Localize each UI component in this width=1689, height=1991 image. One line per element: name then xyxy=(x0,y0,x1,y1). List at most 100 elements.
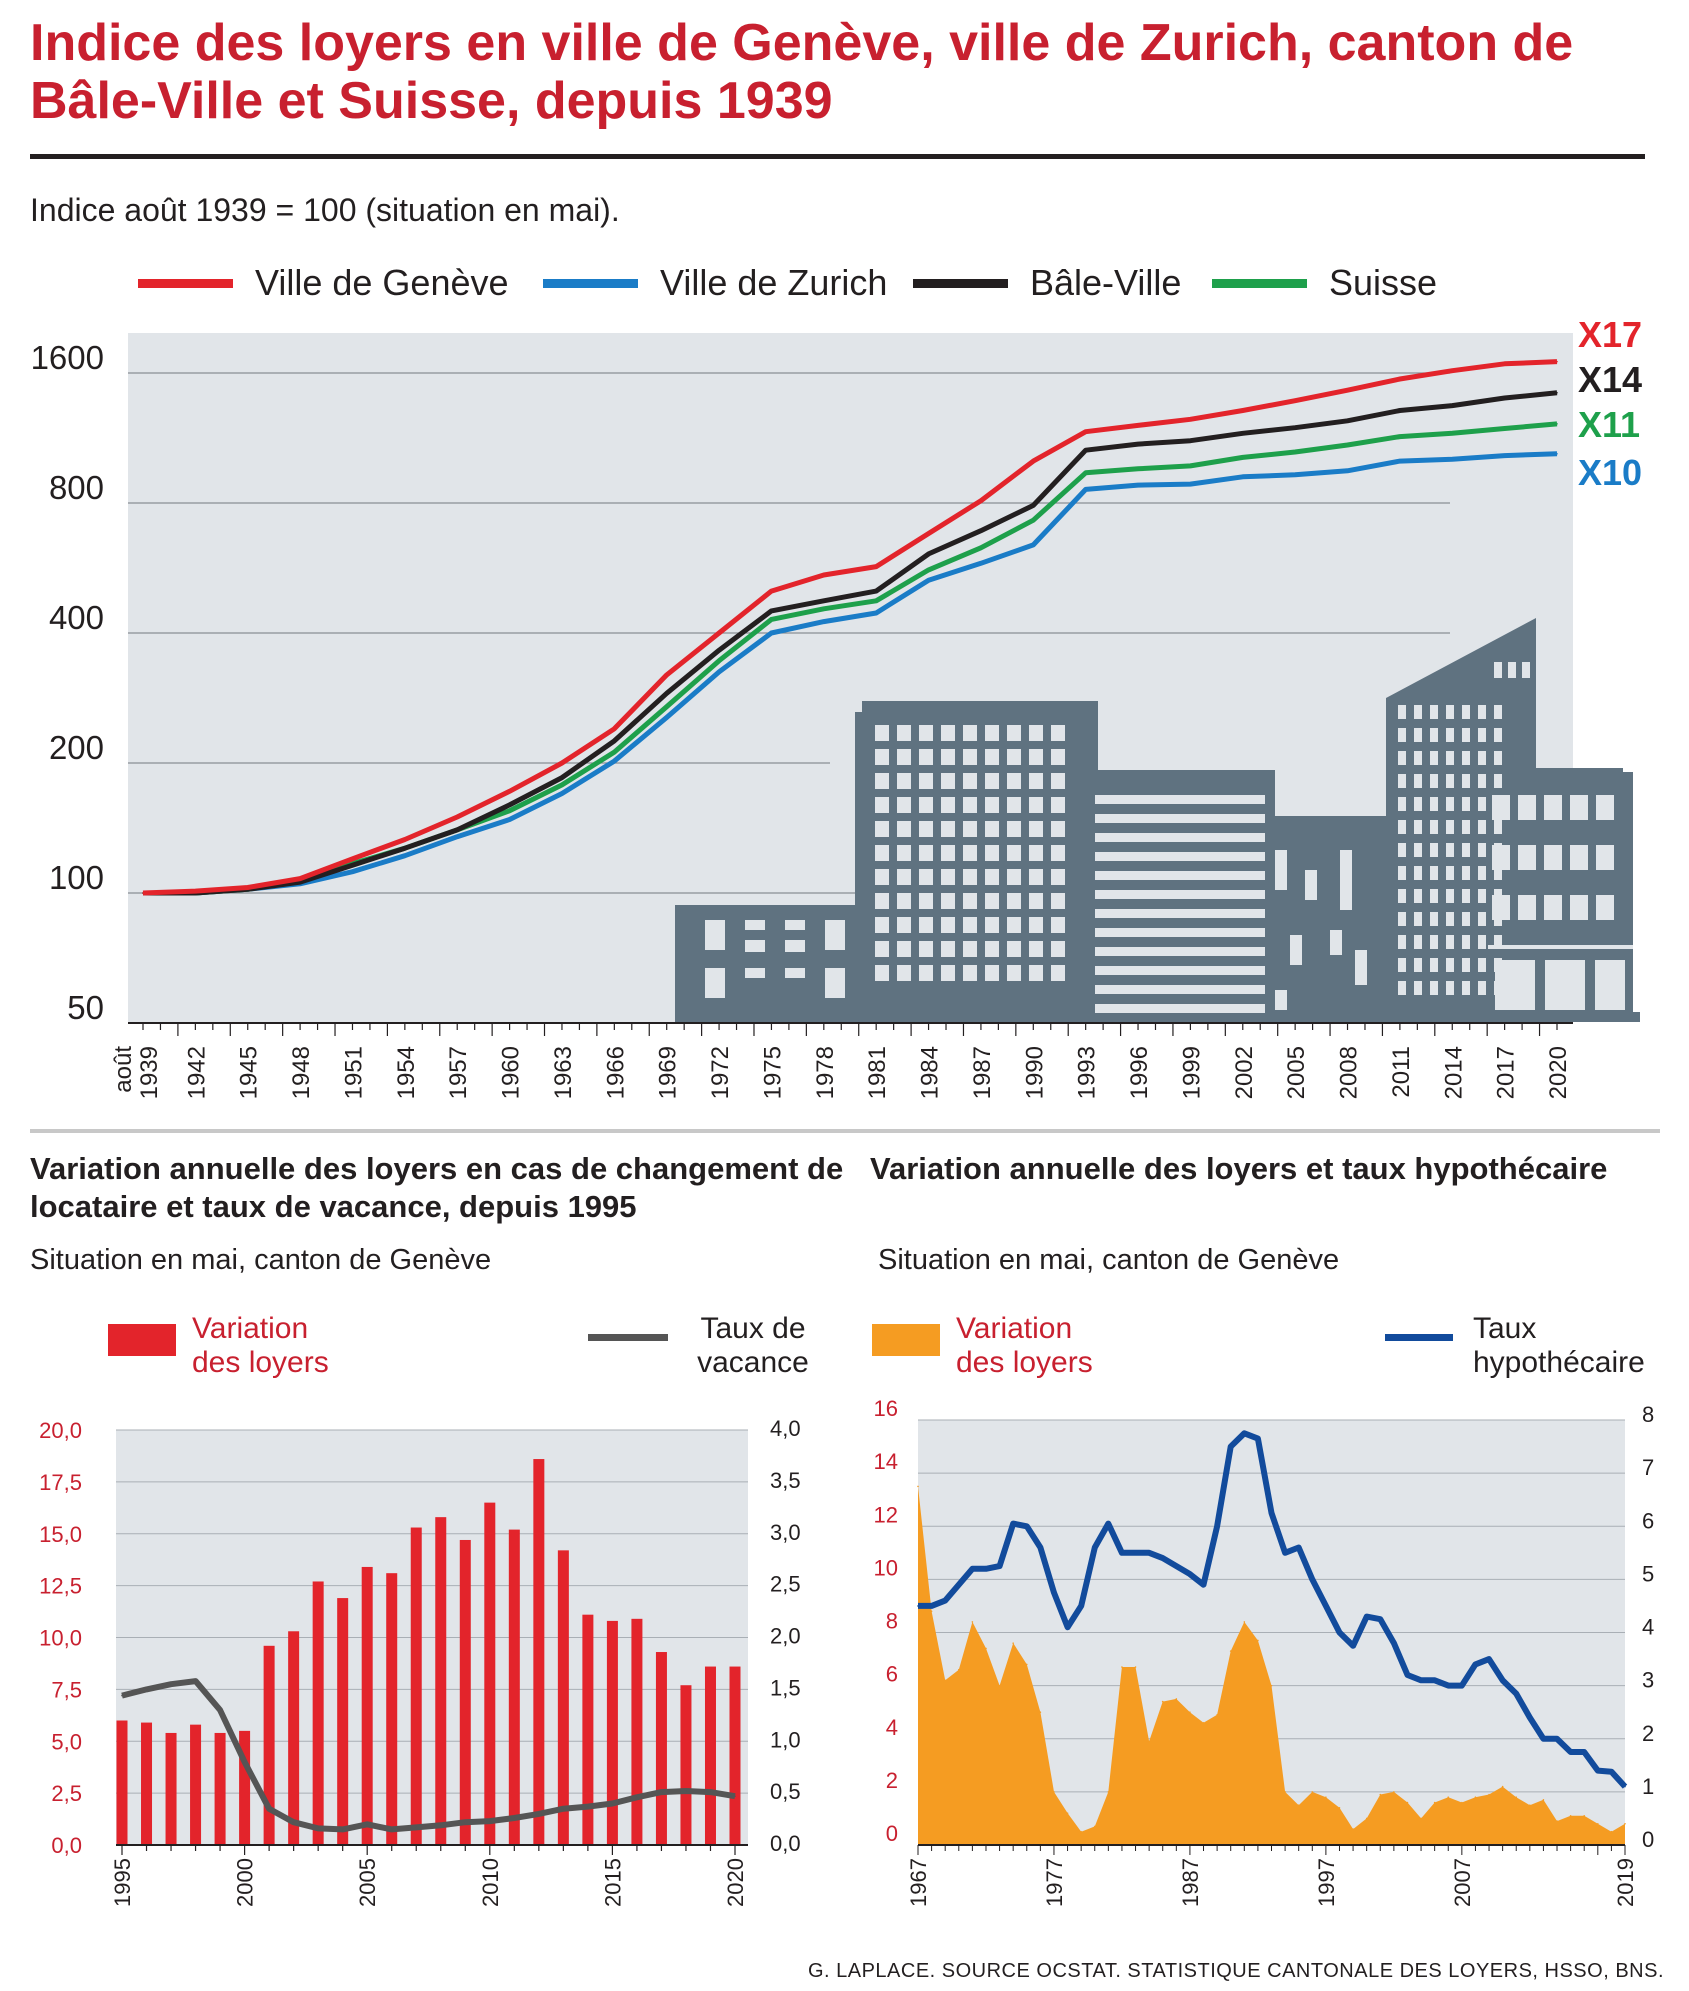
x-tick-label: 1981 xyxy=(864,1046,891,1099)
y-tick-label-right: 2,0 xyxy=(770,1624,801,1649)
data-point xyxy=(1542,1737,1545,1740)
x-tick-label: 2005 xyxy=(355,1858,380,1907)
x-tick-label: 1969 xyxy=(655,1046,682,1099)
data-point xyxy=(1379,1793,1382,1796)
data-point xyxy=(1610,1770,1613,1773)
data-point xyxy=(439,1824,442,1827)
data-point xyxy=(1393,1791,1395,1793)
data-point xyxy=(1189,418,1192,421)
bar xyxy=(459,1539,471,1845)
data-point xyxy=(1433,1801,1436,1804)
data-point xyxy=(917,1605,919,1607)
data-point xyxy=(917,1485,919,1488)
data-point xyxy=(561,784,563,786)
data-point xyxy=(351,870,354,873)
data-point xyxy=(415,1826,418,1829)
data-point xyxy=(194,1680,197,1682)
data-point xyxy=(1346,420,1349,422)
x-tick-label: 1978 xyxy=(812,1046,839,1099)
legend-swatch-bale xyxy=(913,278,1008,288)
data-point xyxy=(1294,451,1296,453)
data-point xyxy=(980,547,982,549)
legend-swatch-bars xyxy=(108,1324,176,1356)
data-point xyxy=(1084,430,1087,433)
data-point xyxy=(1624,1822,1626,1825)
data-point xyxy=(1066,1626,1069,1628)
y-tick-label: 100 xyxy=(49,859,104,896)
legend-swatch-area xyxy=(872,1324,940,1356)
bar xyxy=(582,1614,594,1845)
data-point xyxy=(927,579,930,582)
series-line-ville-de-zurich xyxy=(143,451,1558,896)
bar xyxy=(312,1581,324,1845)
y-tick-label-left: 4 xyxy=(886,1715,898,1740)
data-point xyxy=(390,1828,393,1831)
data-point xyxy=(980,499,982,502)
data-point xyxy=(1229,1445,1232,1448)
data-point xyxy=(1229,1650,1232,1652)
data-point xyxy=(508,810,511,812)
data-point xyxy=(1175,1565,1178,1567)
data-point xyxy=(1461,1801,1463,1804)
data-point xyxy=(508,804,511,806)
data-point xyxy=(1583,1814,1586,1817)
x-tick-label: 2010 xyxy=(478,1858,503,1907)
x-tick-label: 2020 xyxy=(723,1858,748,1907)
data-point xyxy=(1338,1631,1341,1634)
bar xyxy=(337,1598,349,1845)
data-point xyxy=(1189,1711,1191,1713)
data-point xyxy=(1294,399,1296,402)
data-point xyxy=(1053,1791,1055,1793)
legend-swatch-vacancy xyxy=(588,1334,668,1341)
data-point xyxy=(1189,465,1192,467)
y-tick-label-left: 16 xyxy=(874,1396,898,1421)
data-point xyxy=(1243,1432,1246,1435)
data-point xyxy=(1447,1796,1450,1798)
data-point xyxy=(1257,1639,1259,1642)
bar xyxy=(680,1685,692,1845)
data-point xyxy=(1569,1751,1572,1753)
x-tick-label: 1948 xyxy=(288,1046,315,1099)
data-point xyxy=(613,740,616,742)
data-point xyxy=(1202,1722,1205,1724)
data-point xyxy=(613,728,616,730)
bar xyxy=(410,1527,422,1845)
data-point xyxy=(718,632,720,634)
data-point xyxy=(456,835,459,838)
data-point xyxy=(1406,1674,1409,1676)
y-tick-label-right: 6 xyxy=(1642,1508,1654,1533)
data-point xyxy=(823,574,825,576)
data-point xyxy=(944,1679,946,1682)
bar xyxy=(655,1652,667,1845)
data-point xyxy=(927,532,930,535)
x-tick-label: 2015 xyxy=(600,1858,625,1907)
data-point xyxy=(718,649,720,651)
data-point xyxy=(1025,1663,1028,1666)
x-tick-label: 2019 xyxy=(1613,1858,1638,1907)
x-tick-label: 2007 xyxy=(1450,1858,1475,1907)
data-point xyxy=(538,1813,540,1815)
data-point xyxy=(194,890,197,892)
data-point xyxy=(1399,409,1401,412)
data-point xyxy=(944,1599,946,1602)
data-point xyxy=(1597,1822,1599,1825)
data-point xyxy=(1257,1437,1259,1440)
data-point xyxy=(718,659,720,662)
legend-label-suisse: Suisse xyxy=(1329,262,1438,303)
data-point xyxy=(1501,1679,1504,1682)
data-point xyxy=(404,854,406,857)
y-tick-label-right: 1,0 xyxy=(770,1727,801,1752)
data-point xyxy=(1610,1830,1613,1833)
bar xyxy=(239,1730,251,1845)
data-point xyxy=(718,671,720,673)
y-tick-label-left: 15,0 xyxy=(39,1522,82,1547)
x-tick-label: 1972 xyxy=(707,1046,734,1099)
y-tick-label-left: 12 xyxy=(874,1502,898,1527)
y-tick-label-right: 8 xyxy=(1642,1402,1654,1427)
x-tick-label: 1960 xyxy=(498,1046,525,1099)
data-point xyxy=(1084,449,1087,452)
data-point xyxy=(464,1821,467,1823)
data-point xyxy=(1352,1828,1354,1830)
data-point xyxy=(1556,1737,1558,1740)
